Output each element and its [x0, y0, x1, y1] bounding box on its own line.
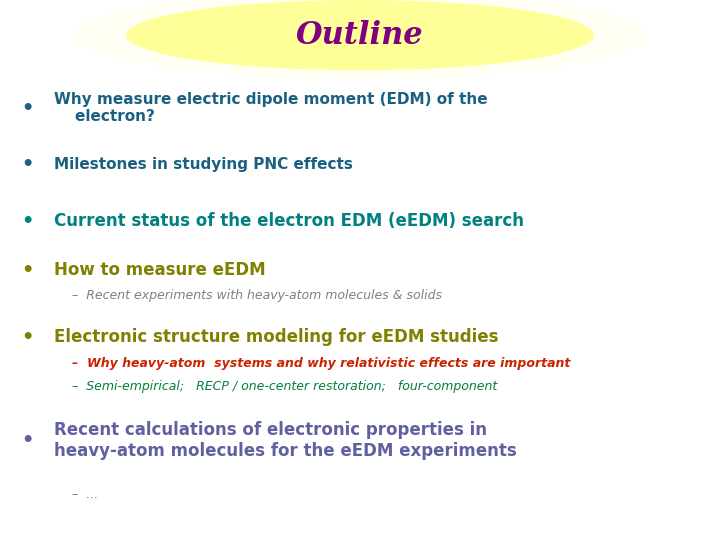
Text: •: •	[21, 328, 34, 347]
Text: Recent calculations of electronic properties in
heavy-atom molecules for the eED: Recent calculations of electronic proper…	[54, 421, 517, 460]
Text: •: •	[21, 260, 34, 280]
Text: Milestones in studying PNC effects: Milestones in studying PNC effects	[54, 157, 353, 172]
Text: Current status of the electron EDM (eEDM) search: Current status of the electron EDM (eEDM…	[54, 212, 524, 231]
Text: •: •	[21, 98, 34, 118]
Text: Electronic structure modeling for eEDM studies: Electronic structure modeling for eEDM s…	[54, 328, 498, 347]
Text: Why measure electric dipole moment (EDM) of the
    electron?: Why measure electric dipole moment (EDM)…	[54, 92, 487, 124]
Text: •: •	[21, 155, 34, 174]
Ellipse shape	[126, 0, 594, 70]
Text: How to measure eEDM: How to measure eEDM	[54, 261, 266, 279]
Text: –  ...: – ...	[72, 488, 98, 501]
Text: –  Semi-empirical;   RECP / one-center restoration;   four-component: – Semi-empirical; RECP / one-center rest…	[72, 380, 498, 393]
Text: •: •	[21, 430, 34, 450]
Text: –  Recent experiments with heavy-atom molecules & solids: – Recent experiments with heavy-atom mol…	[72, 289, 442, 302]
Text: •: •	[21, 212, 34, 231]
Text: –  Why heavy-atom  systems and why relativistic effects are important: – Why heavy-atom systems and why relativ…	[72, 357, 570, 370]
Text: Outline: Outline	[296, 19, 424, 51]
Ellipse shape	[72, 0, 648, 78]
